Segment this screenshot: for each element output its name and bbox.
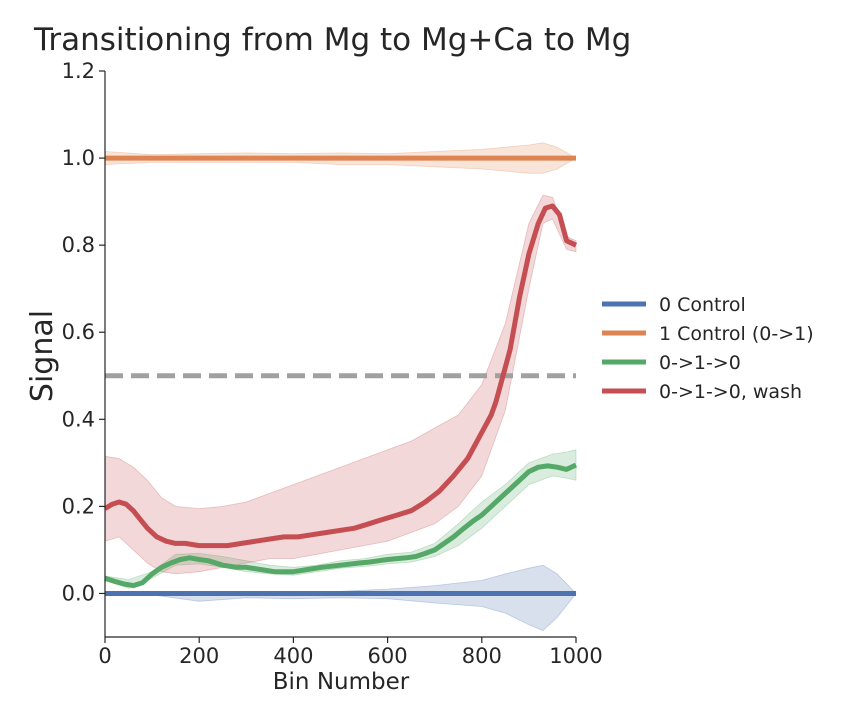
band-0-control xyxy=(104,564,577,631)
chart-title: Transitioning from Mg to Mg+Ca to Mg xyxy=(33,22,631,58)
band-0-1-0-wash xyxy=(104,194,577,575)
y-tick-label: 0.8 xyxy=(62,233,95,257)
x-tick-label: 800 xyxy=(462,644,502,668)
x-tick-label: 400 xyxy=(273,644,313,668)
legend-label-0-1-0-wash: 0->1->0, wash xyxy=(659,381,802,403)
y-tick-label: 1.0 xyxy=(62,146,95,170)
confidence-bands xyxy=(104,142,577,631)
series-line-0-1-0-wash xyxy=(103,203,578,549)
y-tick-label: 0.4 xyxy=(62,407,95,431)
y-ticks: 0.0 0.2 0.4 0.6 0.8 1.0 1.2 xyxy=(62,59,105,605)
x-tick-label: 0 xyxy=(98,644,111,668)
y-axis-label: Signal xyxy=(25,310,60,402)
x-ticks: 0 200 400 600 800 1000 xyxy=(98,637,603,668)
series-lines xyxy=(103,155,578,596)
legend-label-1-control-0-1: 1 Control (0->1) xyxy=(659,323,814,345)
x-tick-label: 1000 xyxy=(549,644,602,668)
x-tick-label: 600 xyxy=(368,644,408,668)
y-tick-label: 0.0 xyxy=(62,581,95,605)
y-tick-label: 0.6 xyxy=(62,320,95,344)
x-axis-label: Bin Number xyxy=(273,669,410,695)
legend: 0 Control 1 Control (0->1) 0->1->0 0->1->0,… xyxy=(602,294,814,403)
y-tick-label: 0.2 xyxy=(62,494,95,518)
series-line-0-1-0 xyxy=(104,462,578,589)
y-tick-label: 1.2 xyxy=(62,59,95,83)
x-tick-label: 200 xyxy=(179,644,219,668)
legend-label-0-control: 0 Control xyxy=(659,294,746,316)
axes xyxy=(104,71,576,638)
legend-label-0-1-0: 0->1->0 xyxy=(659,352,741,374)
